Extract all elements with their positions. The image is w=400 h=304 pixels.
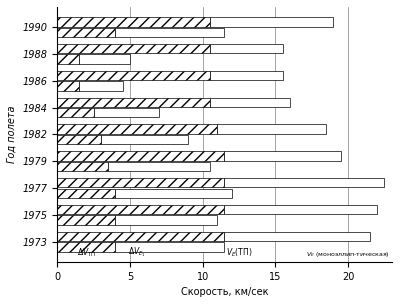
- Bar: [224, 178, 384, 188]
- Bar: [94, 108, 159, 117]
- Bar: [210, 17, 334, 26]
- Text: $V_E$ (моноэллип-тическая): $V_E$ (моноэллип-тическая): [306, 250, 390, 259]
- Text: $\Delta V_{\rm ТП}$: $\Delta V_{\rm ТП}$: [77, 247, 96, 259]
- Bar: [217, 124, 326, 134]
- Y-axis label: Год полета: Год полета: [7, 105, 17, 163]
- Bar: [57, 188, 115, 198]
- Bar: [57, 98, 210, 107]
- Bar: [57, 242, 115, 252]
- Bar: [224, 232, 370, 241]
- Bar: [115, 28, 224, 37]
- Bar: [224, 205, 377, 214]
- Bar: [57, 44, 210, 53]
- Bar: [57, 205, 224, 214]
- Bar: [57, 124, 217, 134]
- Bar: [57, 108, 94, 117]
- Bar: [57, 151, 224, 161]
- Bar: [210, 71, 282, 80]
- Bar: [57, 54, 79, 64]
- Bar: [57, 81, 79, 91]
- Bar: [57, 28, 115, 37]
- Bar: [57, 17, 210, 26]
- Text: $V_E$(ТП): $V_E$(ТП): [226, 247, 252, 259]
- X-axis label: Скорость, км/сек: Скорость, км/сек: [181, 287, 268, 297]
- Bar: [210, 44, 282, 53]
- Bar: [57, 178, 224, 188]
- Bar: [57, 162, 108, 171]
- Bar: [57, 135, 101, 144]
- Bar: [210, 98, 290, 107]
- Bar: [79, 81, 123, 91]
- Bar: [115, 242, 224, 252]
- Bar: [79, 54, 130, 64]
- Bar: [115, 215, 217, 225]
- Bar: [101, 135, 188, 144]
- Bar: [57, 232, 224, 241]
- Bar: [57, 215, 115, 225]
- Bar: [57, 71, 210, 80]
- Bar: [224, 151, 341, 161]
- Text: $\Delta V_{E_1}$: $\Delta V_{E_1}$: [128, 246, 146, 259]
- Bar: [108, 162, 210, 171]
- Bar: [115, 188, 232, 198]
